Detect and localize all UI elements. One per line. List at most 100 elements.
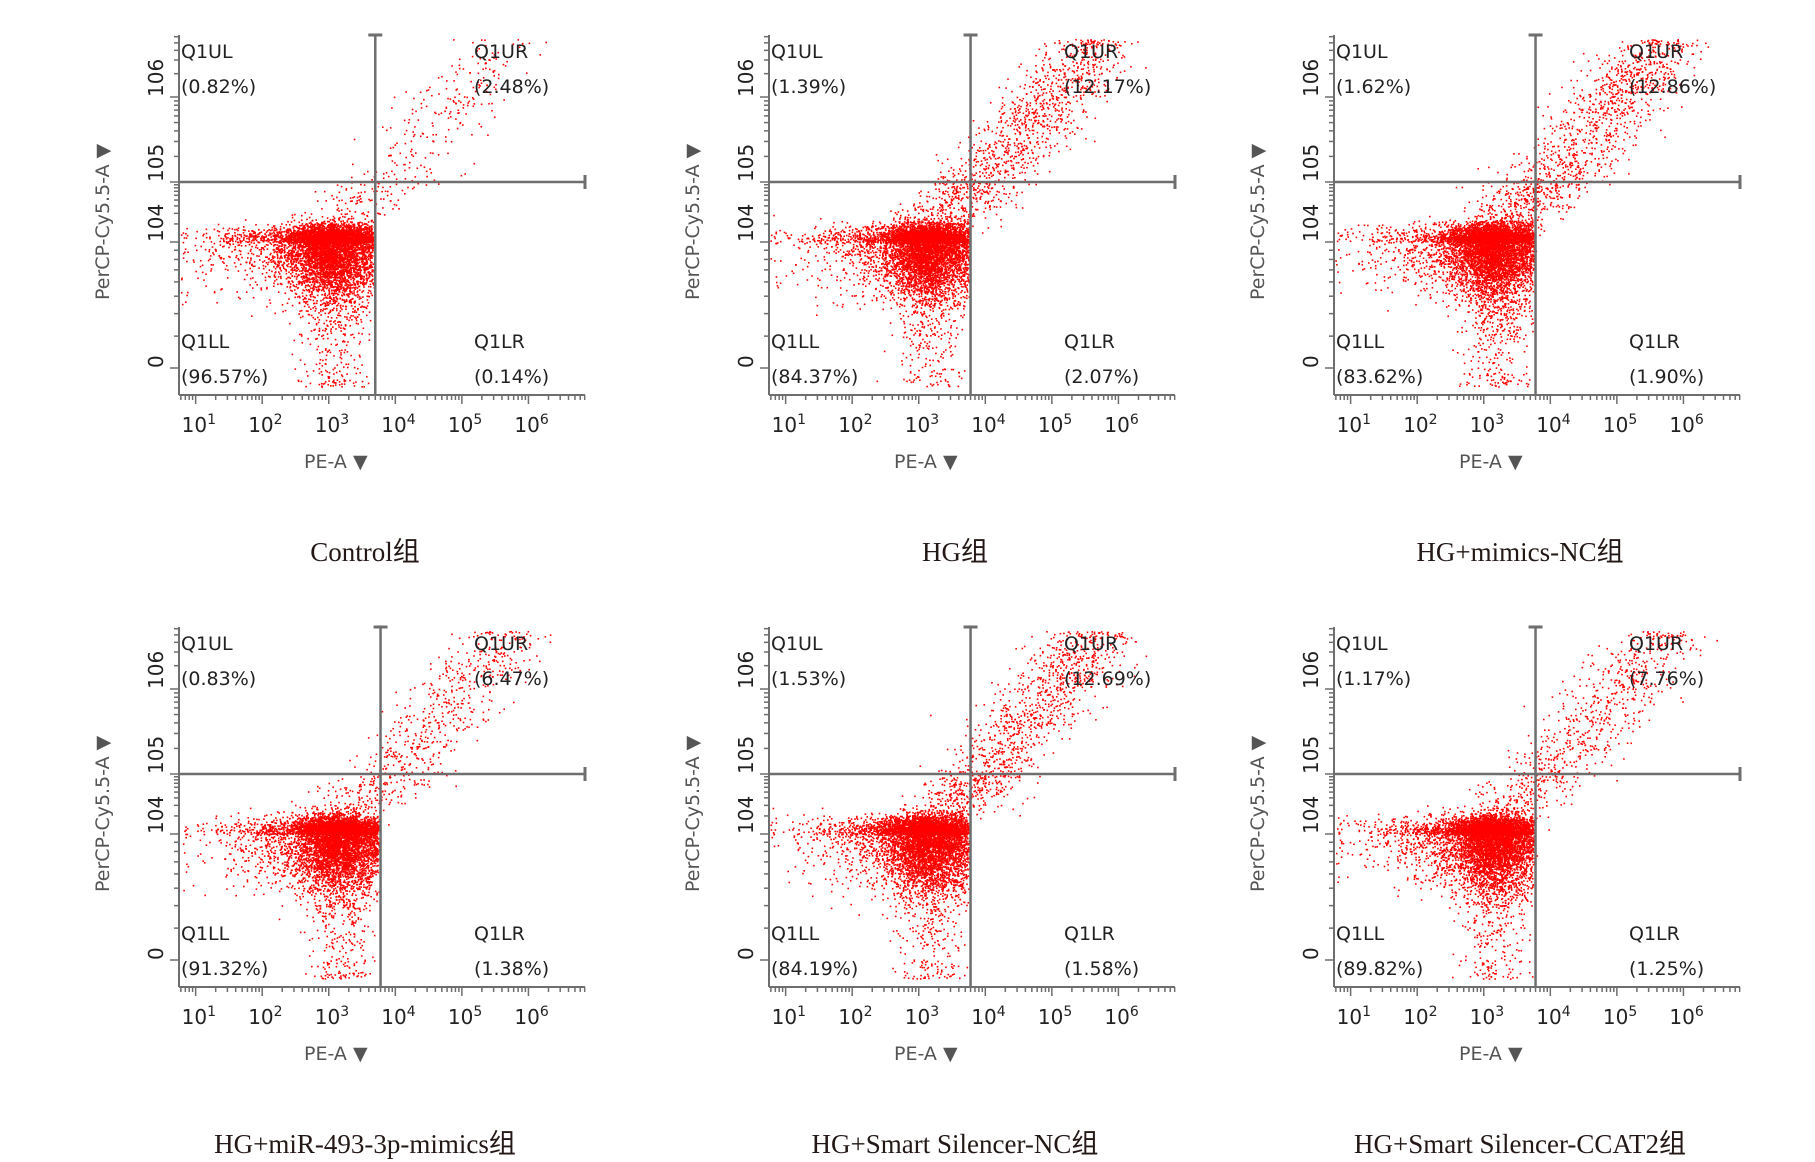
x-tick-label: 106 — [514, 1004, 548, 1029]
y-tick-label-text: 0 — [734, 947, 758, 960]
y-tick-label-text: 104 — [144, 796, 168, 834]
y-axis-title-text[interactable]: PerCP-Cy5.5-A ▼ — [92, 143, 114, 300]
group-title: HG+Smart Silencer-NC组 — [675, 1122, 1235, 1161]
quadrant-label-q1ul: Q1UL — [771, 41, 823, 63]
quadrant-percent-q1ur: (2.48%) — [474, 76, 549, 98]
quadrant-percent-q1ll: (89.82%) — [1336, 958, 1423, 980]
quadrant-label-q1lr: Q1LR — [1629, 923, 1680, 945]
flow-plot-panel: Q1UL (1.39%) Q1UR (12.17%) Q1LL (84.37%) Q1LR (… — [680, 20, 1240, 560]
x-tick-label: 101 — [1337, 412, 1371, 437]
quadrant-label-q1ur: Q1UR — [1064, 41, 1118, 63]
y-tick-label-text: 104 — [1299, 204, 1323, 242]
axes — [170, 627, 586, 996]
y-axis-title-text[interactable]: PerCP-Cy5.5-A ▼ — [682, 735, 704, 892]
y-tick-label: 106 — [144, 59, 168, 97]
y-tick-label-text: 106 — [144, 59, 168, 97]
x-tick-label: 101 — [182, 1004, 216, 1029]
y-tick-label-text: 105 — [1299, 144, 1323, 182]
quadrant-label-q1ur: Q1UR — [1629, 41, 1683, 63]
quadrant-label-q1ul: Q1UL — [1336, 633, 1388, 655]
y-tick-label-text: 105 — [1299, 736, 1323, 774]
y-axis-title[interactable]: PerCP-Cy5.5-A ▼ — [92, 143, 114, 300]
events-layer — [1335, 39, 1710, 388]
axes — [760, 627, 1176, 996]
y-axis-title[interactable]: PerCP-Cy5.5-A ▼ — [682, 735, 704, 892]
y-tick-label: 0 — [1299, 355, 1323, 368]
quadrant-gate[interactable] — [769, 33, 1177, 395]
quadrant-percent-q1ul: (0.83%) — [181, 668, 256, 690]
axes — [170, 35, 586, 404]
y-tick-label-text: 105 — [734, 144, 758, 182]
y-tick-label: 0 — [734, 947, 758, 960]
x-axis-title[interactable]: PE-A ▼ — [304, 451, 368, 473]
quadrant-gate[interactable] — [1334, 33, 1742, 395]
events-layer — [770, 631, 1148, 980]
y-axis-title[interactable]: PerCP-Cy5.5-A ▼ — [1247, 143, 1269, 300]
x-tick-label: 106 — [1104, 1004, 1138, 1029]
group-title: HG组 — [675, 530, 1235, 569]
y-tick-label: 105 — [734, 736, 758, 774]
quadrant-gate[interactable] — [179, 625, 587, 987]
x-tick-label: 103 — [1470, 1004, 1504, 1029]
y-axis-title-text[interactable]: PerCP-Cy5.5-A ▼ — [682, 143, 704, 300]
flow-plot-panel: Q1UL (1.17%) Q1UR (7.76%) Q1LL (89.82%) Q1LR (1… — [1245, 612, 1805, 1152]
x-tick-label: 103 — [315, 1004, 349, 1029]
x-axis-title[interactable]: PE-A ▼ — [894, 451, 958, 473]
flow-plot-panel: Q1UL (1.62%) Q1UR (12.86%) Q1LL (83.62%) Q1LR (… — [1245, 20, 1805, 560]
x-tick-label: 101 — [772, 412, 806, 437]
quadrant-label-q1ul: Q1UL — [1336, 41, 1388, 63]
scatter-plot: Q1UL (0.83%) Q1UR (6.47%) Q1LL (91.32%) Q1LR (1… — [92, 625, 587, 1065]
quadrant-gate[interactable] — [179, 33, 587, 395]
quadrant-gate[interactable] — [769, 625, 1177, 987]
y-axis-title-text[interactable]: PerCP-Cy5.5-A ▼ — [1247, 143, 1269, 300]
x-tick-label: 102 — [838, 412, 872, 437]
quadrant-label-q1lr: Q1LR — [1064, 923, 1115, 945]
quadrant-label-q1ll: Q1LL — [181, 923, 230, 945]
x-tick-label: 104 — [971, 412, 1005, 437]
x-tick-label: 105 — [448, 412, 482, 437]
x-axis-title[interactable]: PE-A ▼ — [894, 1043, 958, 1065]
y-tick-label: 105 — [1299, 144, 1323, 182]
y-tick-label-text: 105 — [734, 736, 758, 774]
quadrant-percent-q1ll: (96.57%) — [181, 366, 268, 388]
quadrant-label-q1ll: Q1LL — [181, 331, 230, 353]
quadrant-percent-q1ur: (12.69%) — [1064, 668, 1151, 690]
quadrant-label-q1ll: Q1LL — [771, 923, 820, 945]
quadrant-percent-q1ll: (84.19%) — [771, 958, 858, 980]
events-layer — [180, 39, 547, 388]
quadrant-label-q1ll: Q1LL — [1336, 923, 1385, 945]
y-tick-label-text: 0 — [1299, 947, 1323, 960]
x-tick-label: 106 — [514, 412, 548, 437]
y-tick-label: 104 — [734, 204, 758, 242]
y-tick-label: 106 — [144, 651, 168, 689]
x-tick-label: 102 — [1403, 1004, 1437, 1029]
y-tick-label-text: 106 — [1299, 651, 1323, 689]
y-tick-label: 106 — [734, 59, 758, 97]
quadrant-gate[interactable] — [1334, 625, 1742, 987]
x-axis-title[interactable]: PE-A ▼ — [1459, 1043, 1523, 1065]
scatter-plot: Q1UL (1.53%) Q1UR (12.69%) Q1LL (84.19%) Q1LR (… — [682, 625, 1177, 1065]
quadrant-label-q1ul: Q1UL — [181, 633, 233, 655]
y-axis-title-text[interactable]: PerCP-Cy5.5-A ▼ — [1247, 735, 1269, 892]
x-tick-label: 106 — [1669, 1004, 1703, 1029]
y-axis-title[interactable]: PerCP-Cy5.5-A ▼ — [92, 735, 114, 892]
quadrant-label-q1lr: Q1LR — [1629, 331, 1680, 353]
events-layer — [770, 38, 1147, 388]
y-tick-label: 105 — [144, 736, 168, 774]
y-tick-label-text: 0 — [144, 355, 168, 368]
x-tick-label: 106 — [1104, 412, 1138, 437]
y-tick-label-text: 106 — [1299, 59, 1323, 97]
quadrant-label-q1ur: Q1UR — [474, 633, 528, 655]
x-axis-title[interactable]: PE-A ▼ — [1459, 451, 1523, 473]
x-tick-label: 105 — [1038, 412, 1072, 437]
flow-plot-panel: Q1UL (0.82%) Q1UR (2.48%) Q1LL (96.57%) Q1LR (0… — [90, 20, 650, 560]
y-tick-label-text: 105 — [144, 144, 168, 182]
y-axis-title-text[interactable]: PerCP-Cy5.5-A ▼ — [92, 735, 114, 892]
y-axis-title[interactable]: PerCP-Cy5.5-A ▼ — [1247, 735, 1269, 892]
y-tick-label: 0 — [144, 355, 168, 368]
y-axis-title[interactable]: PerCP-Cy5.5-A ▼ — [682, 143, 704, 300]
y-tick-label: 106 — [1299, 59, 1323, 97]
x-tick-label: 104 — [381, 412, 415, 437]
y-tick-label-text: 104 — [1299, 796, 1323, 834]
x-axis-title[interactable]: PE-A ▼ — [304, 1043, 368, 1065]
